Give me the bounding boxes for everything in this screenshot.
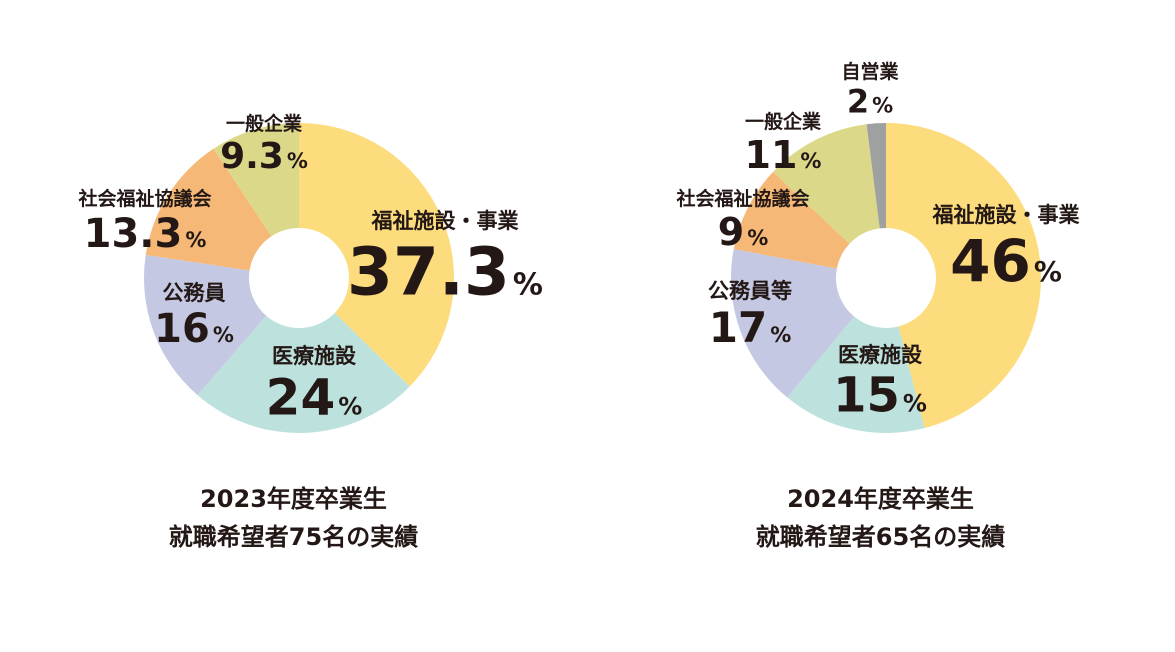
donut-chart-2023: 福祉施設・事業 37.3% 医療施設 24% 公務員 16% 社会福祉協議会 13.3% 一般企…	[0, 0, 587, 652]
caption-line-2: 就職希望者75名の実績	[168, 523, 419, 551]
donut-chart-2024: 福祉施設・事業 46% 医療施設 15% 公務員等 17% 社会福祉協議会 9% 一般企業 11%…	[587, 0, 1174, 652]
caption-line-1: 2024年度卒業生	[787, 485, 974, 513]
donut-slice	[299, 123, 454, 387]
donut-slice	[213, 123, 299, 237]
donut-slice	[731, 248, 855, 398]
donut-slice	[787, 316, 925, 434]
donut-slice	[144, 254, 267, 396]
slice-value: 15%	[833, 368, 927, 424]
slice-value: 9.3%	[220, 136, 308, 177]
slice-label: 社会福祉協議会	[675, 187, 809, 210]
slice-value: 24%	[266, 369, 363, 427]
slice-label: 一般企業	[745, 110, 822, 133]
slice-value: 11%	[745, 133, 822, 177]
slice-value: 13.3%	[84, 211, 207, 257]
slice-label: 医療施設	[272, 344, 357, 368]
chart-caption-2023: 2023年度卒業生 就職希望者75名の実績	[0, 480, 587, 556]
donut-slice	[886, 123, 1042, 429]
caption-line-1: 2023年度卒業生	[200, 485, 387, 513]
slice-label: 福祉施設・事業	[932, 203, 1081, 227]
slice-value: 17%	[709, 303, 792, 352]
slice-value: 9%	[718, 210, 769, 254]
slice-value: 46%	[950, 227, 1062, 295]
slice-value: 37.3%	[347, 234, 543, 311]
donut-slice	[773, 124, 880, 244]
chart-caption-2024: 2024年度卒業生 就職希望者65名の実績	[587, 480, 1174, 556]
slice-label: 社会福祉協議会	[77, 187, 211, 210]
caption-line-2: 就職希望者65名の実績	[755, 523, 1006, 551]
donut-slice	[866, 123, 886, 229]
slice-label: 一般企業	[226, 112, 303, 135]
slice-label: 公務員	[163, 281, 226, 305]
slice-value: 2%	[847, 82, 893, 120]
donut-slice	[197, 312, 410, 433]
slice-label: 自営業	[841, 60, 899, 83]
donut-slice	[733, 171, 850, 269]
slice-label: 福祉施設・事業	[371, 209, 520, 233]
slice-label: 医療施設	[838, 343, 923, 367]
donut-slice	[145, 148, 272, 271]
slice-value: 16%	[154, 306, 234, 352]
slice-label: 公務員等	[708, 279, 792, 303]
